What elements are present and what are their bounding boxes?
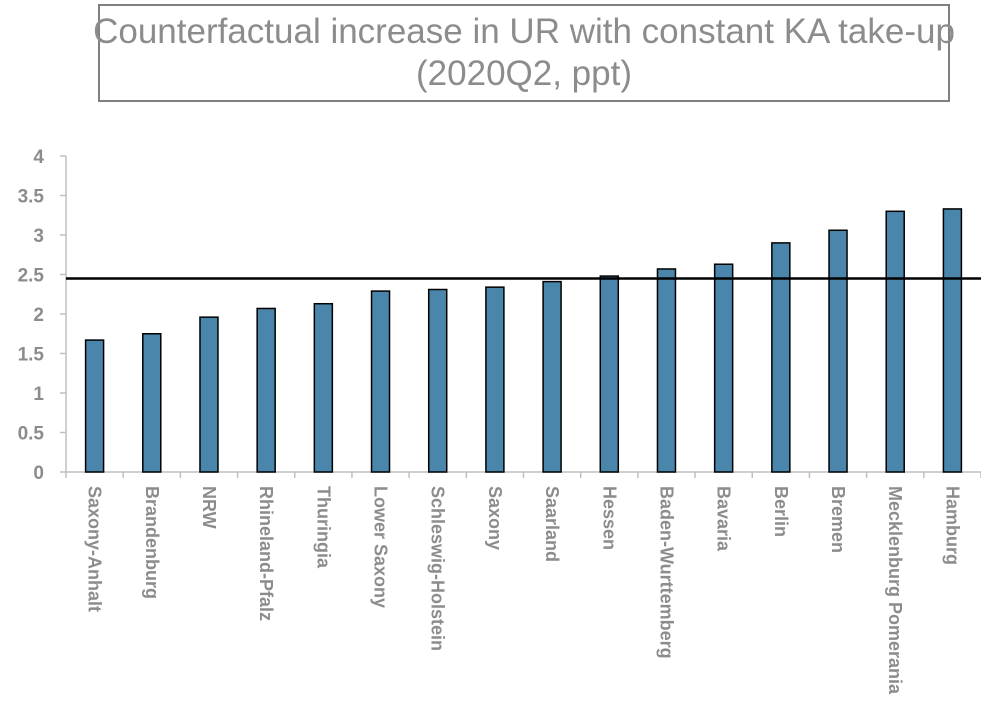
y-tick-label: 3.5 — [18, 187, 45, 208]
category-label: Mecklenburg Pomerania — [885, 486, 905, 695]
y-tick-label: 1.5 — [18, 345, 45, 366]
chart-subtitle: (2020Q2, ppt) — [416, 54, 632, 93]
x-axis — [65, 471, 981, 478]
bar-saarland — [542, 280, 562, 473]
category-label: Bavaria — [714, 486, 734, 552]
y-axis-ticks: 0 0.5 1 1.5 2 2.5 3 3.5 4 — [18, 147, 66, 484]
y-tick-label: 2 — [33, 305, 44, 326]
category-label: Bremen — [828, 486, 848, 553]
category-label: Saxony-Anhalt — [85, 486, 105, 612]
category-label: Thuringia — [313, 486, 333, 569]
category-label: Rhineland-Pfalz — [256, 486, 276, 621]
bars — [84, 208, 963, 473]
category-label: NRW — [199, 486, 219, 529]
y-tick-label: 1 — [33, 384, 44, 405]
bar-hamburg — [942, 208, 963, 473]
bar-brandenburg — [142, 333, 162, 473]
y-tick-label: 2.5 — [18, 266, 45, 287]
bar-mecklenburg-pomerania — [885, 210, 905, 473]
bar-bremen — [828, 229, 848, 473]
bar-hessen — [599, 275, 620, 473]
y-tick-label: 3 — [33, 226, 44, 247]
bar-nrw — [199, 316, 219, 473]
category-label: Brandenburg — [142, 486, 162, 599]
bar-thuringia — [313, 302, 334, 473]
category-label: Schleswig-Holstein — [428, 486, 448, 651]
category-label: Berlin — [771, 486, 791, 537]
bar-schleswig-holstein — [427, 288, 448, 473]
bar-lower-saxony — [370, 290, 391, 473]
category-label: Saxony — [485, 486, 505, 550]
bar-berlin — [771, 242, 791, 473]
category-labels: Saxony-Anhalt Brandenburg NRW Rhineland-Pfa… — [85, 486, 963, 695]
bar-bavaria — [713, 263, 734, 473]
bar-saxony-anhalt — [84, 339, 105, 473]
chart-title: Counterfactual increase in UR with const… — [93, 12, 955, 51]
category-label: Lower Saxony — [371, 486, 391, 608]
category-label: Saarland — [542, 486, 562, 562]
y-tick-label: 4 — [33, 147, 44, 168]
category-label: Hessen — [599, 486, 619, 550]
bar-baden-wurttemberg — [656, 268, 677, 473]
y-tick-label: 0.5 — [18, 424, 45, 445]
chart-title-box: Counterfactual increase in UR with const… — [93, 4, 955, 102]
bar-rhineland-pfalz — [256, 307, 276, 473]
y-tick-label: 0 — [33, 463, 44, 484]
category-label: Baden-Wurttemberg — [656, 486, 676, 659]
bar-saxony — [485, 286, 505, 473]
category-label: Hamburg — [942, 486, 962, 565]
